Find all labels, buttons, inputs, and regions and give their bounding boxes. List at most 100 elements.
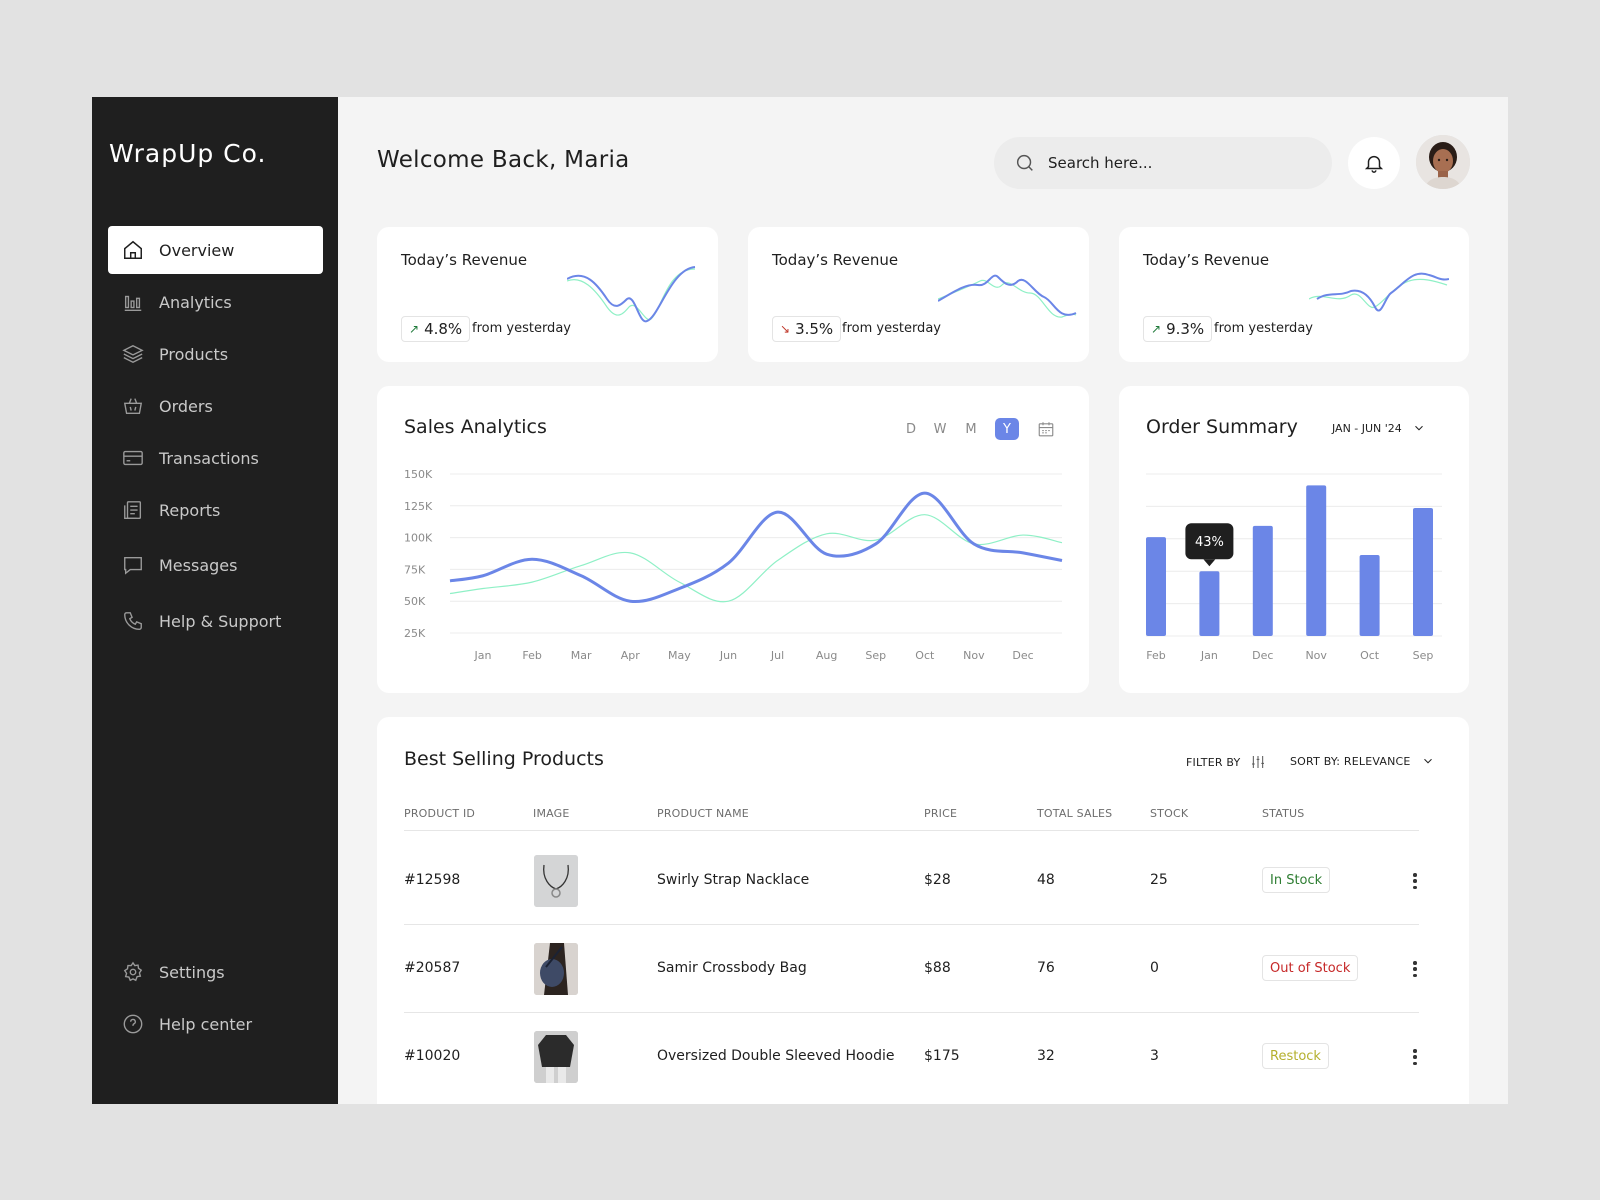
range-year-button[interactable]: Y bbox=[995, 418, 1019, 440]
help-icon bbox=[121, 1012, 145, 1036]
sidebar-item-help-center[interactable]: Help center bbox=[108, 1000, 323, 1048]
chevron-down-icon bbox=[1423, 758, 1432, 764]
sidebar-item-label: Transactions bbox=[159, 448, 259, 468]
row-menu-button[interactable] bbox=[1410, 959, 1420, 979]
best-selling-products-card: Best Selling Products FILTER BY SORT BY:… bbox=[377, 717, 1469, 1104]
column-header-total-sales[interactable]: TOTAL SALES bbox=[1037, 807, 1113, 820]
notifications-button[interactable] bbox=[1348, 137, 1400, 189]
product-price: $88 bbox=[924, 960, 951, 976]
range-day-button[interactable]: D bbox=[905, 421, 916, 437]
search-bar[interactable] bbox=[994, 137, 1332, 189]
sidebar-item-overview[interactable]: Overview bbox=[108, 226, 323, 274]
sidebar-item-products[interactable]: Products bbox=[108, 330, 323, 378]
sidebar-item-analytics[interactable]: Analytics bbox=[108, 278, 323, 326]
bar-jan[interactable] bbox=[1199, 571, 1220, 636]
revenue-card-title: Today’s Revenue bbox=[401, 251, 528, 269]
y-tick-label: 150K bbox=[404, 468, 433, 481]
sidebar-item-label: Help & Support bbox=[159, 611, 282, 631]
product-total-sales: 76 bbox=[1037, 960, 1055, 976]
x-tick-label: Feb bbox=[1146, 649, 1165, 662]
sidebar-item-label: Analytics bbox=[159, 292, 232, 312]
sidebar-item-messages[interactable]: Messages bbox=[108, 541, 323, 589]
series-line-2 bbox=[449, 514, 1063, 603]
change-badge: ↘ 3.5% bbox=[772, 316, 842, 342]
sidebar-item-orders[interactable]: Orders bbox=[108, 382, 323, 430]
gear-icon bbox=[121, 960, 145, 984]
column-header-status[interactable]: STATUS bbox=[1262, 807, 1305, 820]
layers-icon bbox=[121, 342, 145, 366]
card-icon bbox=[121, 446, 145, 470]
bar-oct[interactable] bbox=[1359, 555, 1380, 636]
y-tick-label: 125K bbox=[404, 500, 433, 513]
arrow-down-icon: ↘ bbox=[780, 322, 791, 336]
revenue-card-title: Today’s Revenue bbox=[1143, 251, 1270, 269]
sales-analytics-card: Sales Analytics D W M Y 150K 125K 100K 75K 5… bbox=[377, 386, 1089, 693]
filter-label: FILTER BY bbox=[1186, 755, 1241, 769]
change-value: 4.8% bbox=[424, 320, 463, 338]
x-tick-label: Oct bbox=[915, 649, 935, 662]
calendar-icon bbox=[1038, 422, 1054, 437]
arrow-up-icon: ↗ bbox=[1151, 322, 1162, 336]
chevron-down-icon bbox=[1414, 425, 1423, 431]
page-title: Welcome Back, Maria bbox=[377, 147, 630, 173]
x-tick-label: May bbox=[668, 649, 691, 662]
revenue-sparkline bbox=[938, 274, 1077, 318]
arrow-up-icon: ↗ bbox=[409, 322, 420, 336]
sort-dropdown[interactable]: SORT BY: RELEVANCE bbox=[1290, 754, 1435, 768]
product-id: #10020 bbox=[404, 1048, 461, 1064]
bar-sep[interactable] bbox=[1413, 508, 1433, 636]
period-label: JAN - JUN '24 bbox=[1332, 421, 1402, 435]
message-icon bbox=[121, 553, 145, 577]
column-header-product-name[interactable]: PRODUCT NAME bbox=[657, 807, 749, 820]
change-caption: from yesterday bbox=[842, 321, 941, 336]
change-caption: from yesterday bbox=[472, 321, 571, 336]
product-name: Oversized Double Sleeved Hoodie bbox=[657, 1048, 895, 1064]
document-icon bbox=[121, 498, 145, 522]
sidebar-item-help-support[interactable]: Help & Support bbox=[108, 597, 323, 645]
bar-tooltip bbox=[1185, 523, 1234, 560]
sidebar-item-label: Orders bbox=[159, 396, 213, 416]
x-tick-label: Mar bbox=[571, 649, 592, 662]
brand-logo: WrapUp Co. bbox=[109, 139, 267, 168]
bar-feb[interactable] bbox=[1146, 537, 1166, 636]
row-menu-button[interactable] bbox=[1410, 1047, 1420, 1067]
column-header-image[interactable]: IMAGE bbox=[533, 807, 570, 820]
y-tick-label: 50K bbox=[404, 595, 426, 608]
product-thumbnail-bag bbox=[534, 943, 578, 995]
change-badge: ↗ 4.8% bbox=[401, 316, 471, 342]
table-divider bbox=[404, 924, 1419, 925]
product-price: $175 bbox=[924, 1048, 960, 1064]
status-badge: Restock bbox=[1262, 1043, 1329, 1069]
product-id: #12598 bbox=[404, 872, 461, 888]
phone-icon bbox=[121, 609, 145, 633]
revenue-card: Today’s Revenue ↗ 9.3% from yesterday bbox=[1119, 227, 1469, 362]
range-week-button[interactable]: W bbox=[933, 421, 947, 437]
revenue-card-title: Today’s Revenue bbox=[772, 251, 899, 269]
sidebar-item-settings[interactable]: Settings bbox=[108, 948, 323, 996]
change-value: 9.3% bbox=[1166, 320, 1205, 338]
basket-icon bbox=[121, 394, 145, 418]
filter-button[interactable]: FILTER BY bbox=[1186, 754, 1266, 770]
sidebar-item-transactions[interactable]: Transactions bbox=[108, 434, 323, 482]
x-tick-label: Dec bbox=[1252, 649, 1273, 662]
calendar-button[interactable] bbox=[1035, 418, 1057, 440]
x-tick-label: Aug bbox=[816, 649, 837, 662]
sidebar-item-reports[interactable]: Reports bbox=[108, 486, 323, 534]
bar-chart-icon bbox=[121, 290, 145, 314]
period-dropdown[interactable]: JAN - JUN '24 bbox=[1332, 421, 1426, 435]
x-tick-label: Apr bbox=[621, 649, 641, 662]
search-input[interactable] bbox=[1048, 154, 1298, 172]
change-value: 3.5% bbox=[795, 320, 834, 338]
column-header-product-id[interactable]: PRODUCT ID bbox=[404, 807, 476, 820]
avatar[interactable] bbox=[1416, 135, 1470, 189]
column-header-stock[interactable]: STOCK bbox=[1150, 807, 1189, 820]
x-tick-label: Sep bbox=[865, 649, 886, 662]
sidebar-item-label: Products bbox=[159, 344, 229, 364]
bar-nov[interactable] bbox=[1306, 485, 1327, 636]
row-menu-button[interactable] bbox=[1410, 871, 1420, 891]
range-month-button[interactable]: M bbox=[965, 421, 977, 437]
column-header-price[interactable]: PRICE bbox=[924, 807, 958, 820]
bar-dec[interactable] bbox=[1252, 525, 1273, 636]
app-window: WrapUp Co. Overview Analytics Products O… bbox=[92, 97, 1508, 1104]
product-name: Swirly Strap Nacklace bbox=[657, 872, 810, 888]
